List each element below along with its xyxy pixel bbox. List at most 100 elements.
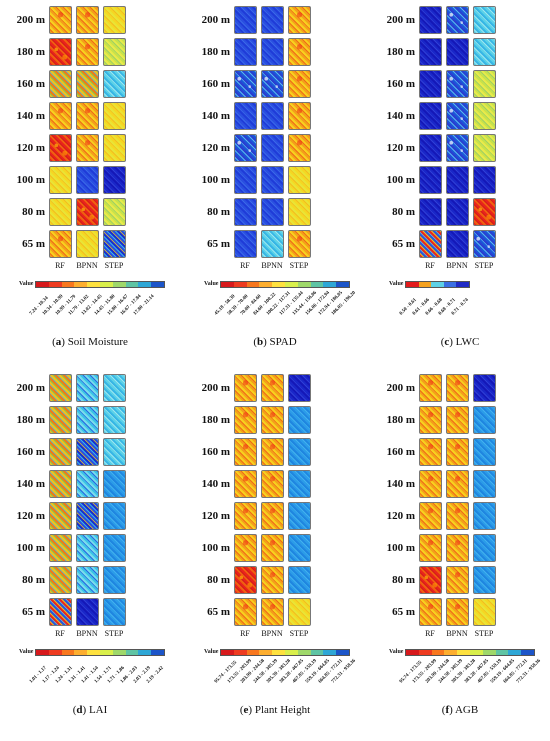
panel-letter: b (257, 336, 264, 348)
altitude-label: 140 m (16, 110, 45, 122)
map-cell-rf-200m (49, 6, 72, 34)
map-cell-bpnn-160m (446, 70, 469, 98)
legend-swatch (221, 650, 234, 655)
legend-swatch (469, 650, 483, 655)
map-cell-bpnn-120m (76, 502, 99, 530)
altitude-label: 100 m (201, 174, 230, 186)
map-cell-bpnn-65m (76, 598, 99, 626)
map-cell-step-160m (288, 70, 311, 98)
map-cell-rf-180m (419, 406, 442, 434)
legend-swatch (246, 650, 260, 655)
map-cell-rf-120m (49, 502, 72, 530)
legend-swatch (521, 650, 534, 655)
column-header-bpnn: BPNN (76, 261, 98, 270)
map-cell-step-180m (473, 38, 496, 66)
map-cell-bpnn-140m (261, 102, 284, 130)
map-cell-bpnn-200m (446, 6, 469, 34)
map-cell-step-140m (288, 102, 311, 130)
panel-caption: (b) SPAD (253, 336, 297, 348)
altitude-label: 200 m (16, 14, 45, 26)
altitude-label: 65 m (22, 606, 45, 618)
map-cell-rf-120m (49, 134, 72, 162)
altitude-label: 65 m (392, 606, 415, 618)
legend-swatch (495, 650, 509, 655)
legend-swatch (36, 282, 49, 287)
map-cell-step-140m (473, 470, 496, 498)
map-cell-bpnn-80m (446, 198, 469, 226)
altitude-label: 100 m (386, 174, 415, 186)
map-cell-bpnn-100m (446, 166, 469, 194)
altitude-label: 65 m (392, 238, 415, 250)
legend-color-bar (405, 649, 535, 656)
map-cell-step-65m (473, 598, 496, 626)
map-cell-bpnn-180m (76, 38, 99, 66)
map-cell-bpnn-120m (261, 134, 284, 162)
map-cell-step-65m (473, 230, 496, 258)
legend-swatch (246, 282, 260, 287)
map-cell-rf-100m (49, 534, 72, 562)
legend-swatch (99, 650, 113, 655)
map-cell-rf-65m (49, 598, 72, 626)
map-cell-bpnn-120m (446, 134, 469, 162)
legend-swatch (221, 282, 234, 287)
map-cell-step-65m (288, 598, 311, 626)
altitude-label: 180 m (16, 414, 45, 426)
altitude-label: 160 m (16, 78, 45, 90)
map-cell-step-100m (103, 534, 126, 562)
map-cell-step-140m (103, 470, 126, 498)
map-cell-step-180m (473, 406, 496, 434)
map-cell-rf-180m (234, 38, 257, 66)
altitude-label: 180 m (16, 46, 45, 58)
altitude-label: 140 m (201, 110, 230, 122)
map-cell-rf-65m (419, 230, 442, 258)
legend-title: Value (389, 649, 404, 655)
map-cell-rf-100m (419, 534, 442, 562)
map-cell-bpnn-80m (76, 566, 99, 594)
map-cell-rf-140m (234, 470, 257, 498)
altitude-label: 100 m (16, 174, 45, 186)
legend-swatch (323, 282, 337, 287)
column-header-bpnn: BPNN (76, 629, 98, 638)
map-cell-step-200m (473, 374, 496, 402)
legend-swatch (233, 282, 247, 287)
map-cell-step-140m (473, 102, 496, 130)
map-cell-bpnn-160m (76, 70, 99, 98)
map-cell-step-100m (288, 166, 311, 194)
map-cell-step-160m (473, 70, 496, 98)
panel-f: 200 m 180 m 160 m 140 m 120 m 100 m 80 m 65 m RF… (375, 368, 545, 728)
altitude-label: 80 m (392, 206, 415, 218)
column-header-step: STEP (474, 261, 494, 270)
legend-swatch (151, 282, 164, 287)
legend-swatch (233, 650, 247, 655)
map-cell-step-160m (103, 70, 126, 98)
map-cell-step-120m (103, 134, 126, 162)
column-header-step: STEP (104, 261, 124, 270)
map-cell-rf-180m (49, 38, 72, 66)
altitude-label: 160 m (16, 446, 45, 458)
map-cell-rf-100m (234, 534, 257, 562)
map-cell-bpnn-100m (76, 166, 99, 194)
column-header-step: STEP (289, 629, 309, 638)
column-header-rf: RF (55, 261, 65, 270)
map-cell-rf-160m (419, 70, 442, 98)
legend-swatch (323, 650, 337, 655)
map-cell-step-100m (473, 166, 496, 194)
legend-swatch (99, 282, 113, 287)
map-cell-rf-120m (419, 502, 442, 530)
map-cell-bpnn-160m (446, 438, 469, 466)
legend-swatch (87, 650, 100, 655)
column-header-bpnn: BPNN (261, 261, 283, 270)
altitude-label: 65 m (207, 238, 230, 250)
column-header-rf: RF (425, 629, 435, 638)
legend-swatch (125, 282, 139, 287)
column-header-step: STEP (289, 261, 309, 270)
column-header-rf: RF (240, 629, 250, 638)
altitude-label: 160 m (386, 446, 415, 458)
legend-swatch (456, 282, 469, 287)
map-cell-bpnn-65m (261, 598, 284, 626)
panel-b: 200 m 180 m 160 m 140 m 120 m 100 m 80 m 65 m RF… (190, 0, 360, 360)
legend-swatch (259, 650, 273, 655)
map-cell-rf-140m (49, 102, 72, 130)
map-cell-rf-140m (234, 102, 257, 130)
map-cell-bpnn-200m (76, 6, 99, 34)
